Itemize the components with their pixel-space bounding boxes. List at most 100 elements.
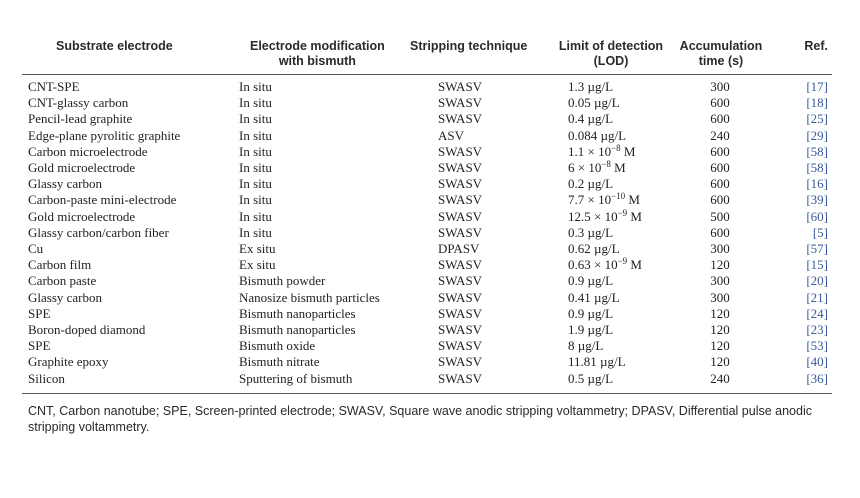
cell-modification: Bismuth nitrate (239, 354, 320, 370)
cell-lod: 0.9 µg/L (568, 306, 613, 322)
cell-technique: SWASV (438, 160, 483, 175)
table-row: Gold microelectrode In situ SWASV 6 × 10−8 … (0, 160, 860, 176)
lod-unit: M (627, 208, 642, 224)
cell-ref: [60] (806, 208, 828, 224)
cell-technique: SWASV (438, 111, 483, 127)
cell-substrate: SPE (28, 338, 51, 354)
cell-technique: SWASV (438, 95, 483, 111)
cell-ref: [20] (806, 273, 828, 289)
cell-modification: In situ (239, 192, 272, 208)
cell-accumulation-time: 300 (710, 79, 730, 94)
table-row: Carbon-paste mini-electrode In situ SWASV 7… (0, 192, 860, 208)
cell-ref: [23] (806, 322, 828, 337)
cell-technique: DPASV (438, 241, 480, 256)
cell-ref: [18] (806, 95, 828, 111)
cell-accumulation-time: 600 (710, 143, 730, 159)
cell-substrate: Carbon film (28, 257, 92, 273)
cell-lod: 8 µg/L (568, 338, 603, 354)
cell-substrate: Glassy carbon (28, 289, 103, 305)
cell-technique: SWASV (438, 289, 483, 305)
cell-accumulation-time: 500 (710, 208, 730, 224)
cell-substrate: Graphite epoxy (28, 354, 109, 370)
lod-value: 0.9 µg/L (568, 305, 614, 321)
cell-modification: In situ (239, 176, 272, 192)
cell-lod: 0.41 µg/L (568, 290, 620, 306)
lod-value: 1.1 × 10 (568, 143, 612, 159)
cell-technique: SWASV (438, 354, 483, 370)
lod-exponent: −9 (617, 256, 628, 267)
cell-accumulation-time: 300 (710, 289, 730, 305)
cell-modification: Ex situ (239, 257, 276, 273)
cell-substrate: Carbon-paste mini-electrode (28, 192, 177, 208)
lod-value: 12.5 × 10 (568, 208, 618, 224)
cell-ref: [40] (806, 354, 828, 370)
cell-accumulation-time: 120 (710, 305, 730, 321)
footnote: CNT, Carbon nanotube; SPE, Screen-printe… (28, 404, 812, 434)
header-lod-line1: Limit of detection (558, 39, 664, 53)
cell-technique: ASV (438, 127, 465, 143)
cell-modification: In situ (239, 95, 272, 111)
cell-technique: SWASV (438, 370, 483, 386)
cell-technique: SWASV (438, 338, 483, 354)
cell-ref: [16] (806, 176, 828, 192)
cell-modification: In situ (239, 160, 272, 175)
lod-exponent: −8 (611, 142, 621, 153)
cell-modification: In situ (239, 79, 272, 94)
table-row: Silicon Sputtering of bismuth SWASV 0.5 µg/… (0, 371, 860, 387)
cell-accumulation-time: 600 (710, 192, 730, 208)
lod-unit: M (620, 143, 636, 159)
cell-substrate: Gold microelectrode (28, 160, 136, 175)
cell-lod: 1.9 µg/L (568, 322, 613, 338)
cell-lod: 0.084 µg/L (568, 128, 626, 144)
header-accumulation-line1: Accumulation (679, 39, 763, 53)
lod-value: 0.41 µg/L (568, 289, 620, 305)
cell-accumulation-time: 240 (710, 370, 730, 386)
cell-accumulation-time: 120 (710, 257, 730, 273)
lod-value: 1.3 µg/L (568, 79, 614, 94)
cell-lod: 12.5 × 10−9 M (568, 207, 642, 225)
lod-value: 0.9 µg/L (568, 273, 614, 289)
cell-technique: SWASV (438, 208, 483, 224)
cell-accumulation-time: 300 (710, 273, 730, 289)
cell-substrate: Pencil-lead graphite (28, 111, 133, 127)
table-row: Graphite epoxy Bismuth nitrate SWASV 11.81 … (0, 354, 860, 370)
cell-ref: [57] (806, 241, 828, 256)
cell-ref: [5] (812, 224, 828, 240)
lod-value: 0.5 µg/L (568, 370, 614, 386)
cell-ref: [17] (806, 79, 828, 94)
cell-modification: Bismuth nanoparticles (239, 322, 356, 337)
bottom-rule (22, 393, 832, 394)
cell-accumulation-time: 240 (710, 127, 730, 143)
lod-value: 0.4 µg/L (568, 111, 614, 127)
header-ref: Ref. (804, 39, 828, 53)
cell-substrate: CNT-SPE (28, 79, 80, 94)
cell-accumulation-time: 120 (710, 354, 730, 370)
cell-accumulation-time: 600 (710, 224, 730, 240)
table-row: Cu Ex situ DPASV 0.62 µg/L 300 [57] (0, 241, 860, 257)
cell-lod: 0.5 µg/L (568, 371, 613, 387)
table-row: Carbon paste Bismuth powder SWASV 0.9 µg/L 3… (0, 273, 860, 289)
cell-lod: 1.1 × 10−8 M (568, 142, 636, 160)
table-row: Carbon film Ex situ SWASV 0.63 × 10−9 M 120 [… (0, 257, 860, 273)
cell-modification: In situ (239, 143, 272, 159)
table-row: Boron-doped diamond Bismuth nanoparticles… (0, 322, 860, 338)
lod-value: 0.084 µg/L (568, 127, 627, 143)
cell-ref: [39] (806, 192, 828, 208)
cell-ref: [24] (806, 305, 828, 321)
cell-ref: [36] (806, 370, 828, 386)
cell-ref: [15] (806, 257, 828, 273)
cell-ref: [53] (806, 338, 828, 354)
cell-substrate: Carbon microelectrode (28, 143, 148, 159)
cell-accumulation-time: 600 (710, 160, 730, 175)
header-substrate: Substrate electrode (56, 39, 173, 53)
table-row: Glassy carbon Nanosize bismuth particles S… (0, 290, 860, 306)
cell-substrate: CNT-glassy carbon (28, 95, 129, 111)
cell-modification: Ex situ (239, 241, 276, 256)
lod-unit: M (610, 160, 626, 175)
cell-technique: SWASV (438, 176, 483, 192)
table-row: Glassy carbon In situ SWASV 0.2 µg/L 600 [16] (0, 176, 860, 192)
lod-exponent: −9 (617, 207, 628, 218)
cell-technique: SWASV (438, 305, 483, 321)
cell-modification: Sputtering of bismuth (239, 370, 353, 386)
cell-lod: 0.9 µg/L (568, 273, 613, 289)
